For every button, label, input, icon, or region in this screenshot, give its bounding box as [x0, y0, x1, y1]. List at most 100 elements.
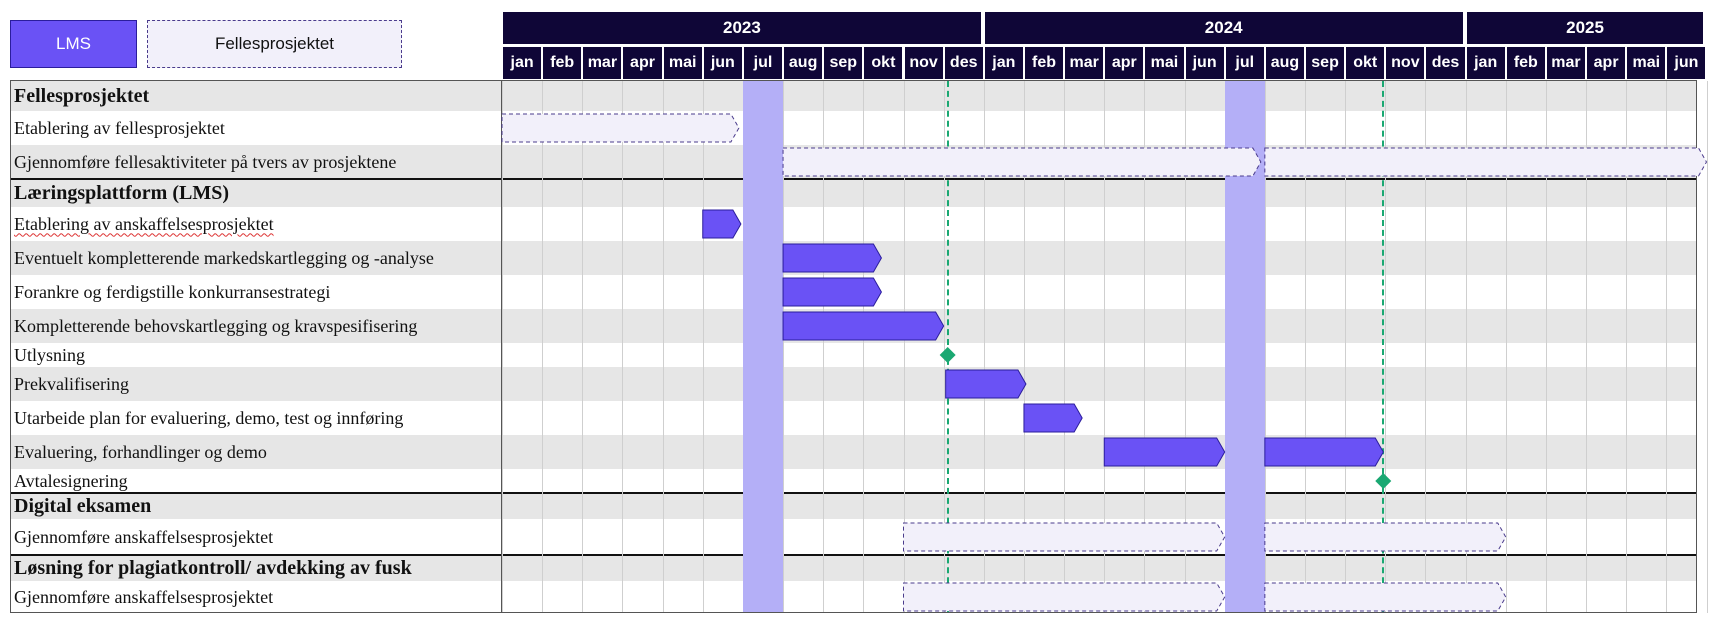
month-header: nov	[904, 47, 943, 79]
month-gridline	[903, 81, 905, 613]
task-label: Utarbeide plan for evaluering, demo, tes…	[14, 407, 404, 428]
year-header-2025: 2025	[1466, 12, 1704, 44]
gantt-bar-lms	[1264, 437, 1384, 467]
gantt-bar-lms	[1103, 437, 1226, 467]
gantt-bar-fellesprosjektet	[903, 522, 1226, 552]
month-gridline	[1305, 81, 1306, 613]
month-header: jan	[503, 47, 542, 79]
row-band	[10, 81, 1697, 111]
month-header: sep	[1306, 47, 1345, 79]
row-band	[10, 435, 1697, 469]
month-header: feb	[1506, 47, 1545, 79]
section-divider	[10, 492, 1697, 494]
month-gridline	[582, 81, 584, 613]
month-gridline	[1264, 81, 1266, 613]
month-header: jan	[984, 47, 1023, 79]
gantt-bar-lms	[702, 209, 742, 239]
month-header: aug	[784, 47, 823, 79]
section-title: Løsning for plagiatkontroll/ avdekking a…	[14, 556, 412, 579]
month-gridline	[1385, 81, 1387, 613]
month-gridline	[1586, 81, 1588, 613]
month-gridline	[1425, 81, 1427, 613]
task-label: Utlysning	[14, 344, 86, 365]
month-gridline	[1023, 81, 1025, 613]
month-header: feb	[543, 47, 582, 79]
month-header: feb	[1024, 47, 1064, 79]
label-column-divider	[501, 80, 502, 612]
month-header: aug	[1265, 47, 1304, 79]
gantt-bar-fellesprosjektet	[1264, 522, 1507, 552]
month-header: mar	[1065, 47, 1104, 79]
month-gridline	[1345, 81, 1347, 613]
row-band	[10, 555, 1697, 581]
task-label: Gjennomføre fellesaktiviteter på tvers a…	[14, 151, 397, 172]
month-header: mai	[1145, 47, 1184, 79]
legend-fellesprosjektet: Fellesprosjektet	[147, 20, 402, 68]
month-gridline	[542, 81, 544, 613]
month-gridline	[1545, 81, 1547, 613]
month-gridline	[502, 81, 503, 613]
month-gridline	[622, 81, 624, 613]
year-header-2024: 2024	[984, 12, 1463, 44]
month-header: jul	[1225, 47, 1264, 79]
month-gridline	[783, 81, 785, 613]
month-header: mar	[583, 47, 622, 79]
month-header: jun	[1185, 47, 1224, 79]
gantt-bar-fellesprosjektet	[1264, 147, 1708, 177]
chart-frame	[10, 80, 1697, 613]
month-gridline	[983, 81, 985, 613]
row-band	[10, 367, 1697, 401]
task-label: Forankre og ferdigstille konkurransestra…	[14, 281, 331, 302]
month-header: nov	[1386, 47, 1425, 79]
gantt-bar-lms	[945, 369, 1027, 399]
gantt-bar-fellesprosjektet	[501, 113, 740, 143]
task-label: Gjennomføre anskaffelsesprosjektet	[14, 526, 274, 547]
task-label: Eventuelt kompletterende markedskartlegg…	[14, 247, 434, 268]
task-label: Etablering av anskaffelsesprosjektet	[14, 213, 274, 234]
month-header: mar	[1546, 47, 1586, 79]
month-header: mai	[663, 47, 702, 79]
month-header: jun	[703, 47, 742, 79]
milestone-diamond	[939, 347, 956, 363]
month-gridline	[823, 81, 825, 613]
month-gridline	[662, 81, 664, 613]
month-gridline	[702, 81, 704, 613]
month-header: des	[944, 47, 983, 79]
row-band	[10, 179, 1697, 207]
task-label: Evaluering, forhandlinger og demo	[14, 441, 267, 462]
month-gridline	[1505, 81, 1507, 613]
legend-lms-label: LMS	[56, 34, 91, 53]
gantt-bar-lms	[782, 243, 882, 273]
legend-felles-label: Fellesprosjektet	[214, 34, 335, 53]
task-label: Gjennomføre anskaffelsesprosjektet	[14, 586, 274, 607]
month-header: apr	[623, 47, 662, 79]
task-label: Etablering av fellesprosjektet	[14, 117, 225, 138]
month-gridline	[943, 81, 945, 613]
month-gridline	[1184, 81, 1186, 613]
task-label: Avtalesignering	[14, 470, 128, 491]
legend-lms: LMS	[10, 20, 137, 68]
task-label: Prekvalifisering	[14, 373, 129, 394]
gantt-bar-fellesprosjektet	[1264, 582, 1507, 612]
gantt-bar-fellesprosjektet	[782, 147, 1262, 177]
month-gridline	[1706, 81, 1708, 613]
month-header: jan	[1466, 47, 1505, 79]
month-gridline	[1144, 81, 1146, 613]
month-gridline	[1666, 81, 1668, 613]
milestone-line	[946, 81, 949, 613]
gantt-bar-lms	[1023, 403, 1083, 433]
task-label: Kompletterende behovskartlegging og krav…	[14, 315, 418, 336]
gantt-bar-lms	[782, 311, 945, 341]
row-band	[10, 493, 1697, 519]
section-title: Læringsplattform (LMS)	[14, 181, 229, 204]
milestone-line	[1382, 81, 1385, 613]
month-gridline	[1104, 81, 1106, 613]
month-gridline	[1064, 81, 1066, 613]
milestone-diamond	[1375, 473, 1392, 489]
month-header: okt	[1346, 47, 1385, 79]
section-title: Digital eksamen	[14, 494, 152, 517]
month-header: sep	[824, 47, 863, 79]
month-header: des	[1426, 47, 1465, 79]
